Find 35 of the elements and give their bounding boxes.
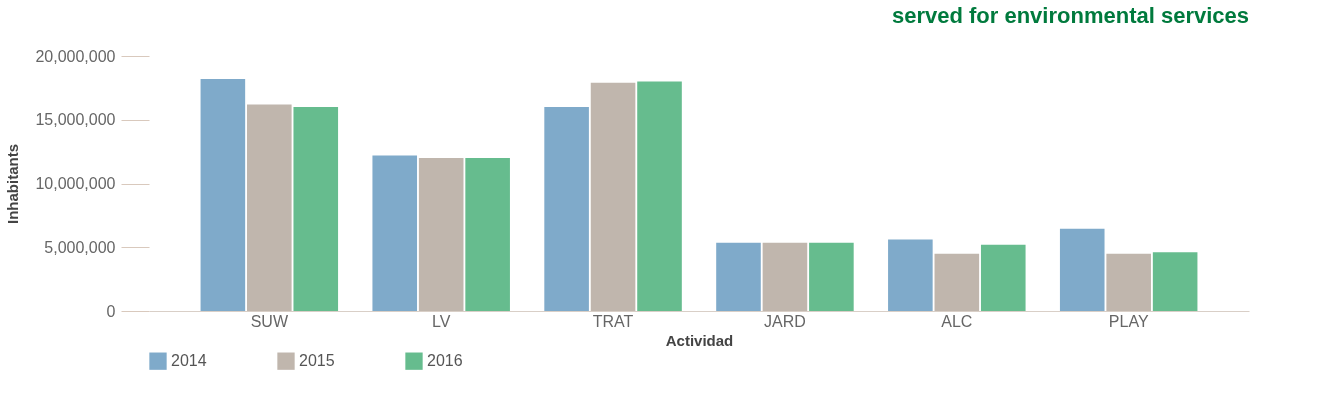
x-tick-label: LV: [431, 312, 451, 330]
bar: [762, 242, 808, 311]
y-tick-label: 15,000,000: [35, 111, 116, 129]
bar: [372, 155, 418, 311]
bar: [980, 244, 1026, 311]
x-tick-label: ALC: [941, 312, 973, 330]
bar: [809, 242, 854, 311]
y-axis-title: Inhabitants: [4, 143, 22, 225]
bar: [1106, 253, 1151, 311]
bar: [888, 239, 933, 311]
bar: [200, 78, 246, 311]
x-tick-label: SUW: [250, 312, 289, 330]
bar: [1059, 228, 1105, 311]
bar: [934, 253, 980, 311]
bar: [637, 81, 682, 311]
legend-label: 2014: [171, 352, 207, 370]
chart-title: served for environmental services: [891, 3, 1249, 28]
bar: [1152, 252, 1198, 311]
bar: [544, 107, 589, 311]
legend-label: 2015: [299, 352, 335, 370]
bar: [418, 158, 464, 311]
x-axis-title: Actividad: [665, 331, 734, 349]
legend-label: 2016: [427, 352, 463, 370]
bar: [465, 158, 510, 311]
bar: [716, 242, 761, 311]
y-tick-label: 10,000,000: [35, 175, 116, 192]
y-tick-label: 0: [106, 302, 116, 320]
y-tick-label: 5,000,000: [44, 238, 116, 256]
x-tick-label: PLAY: [1108, 312, 1149, 330]
y-tick-label: 20,000,000: [35, 47, 116, 65]
bar: [293, 107, 339, 311]
x-tick-label: JARD: [764, 312, 806, 330]
bar: [247, 104, 292, 311]
x-tick-label: TRAT: [592, 312, 634, 330]
bar: [590, 82, 636, 311]
